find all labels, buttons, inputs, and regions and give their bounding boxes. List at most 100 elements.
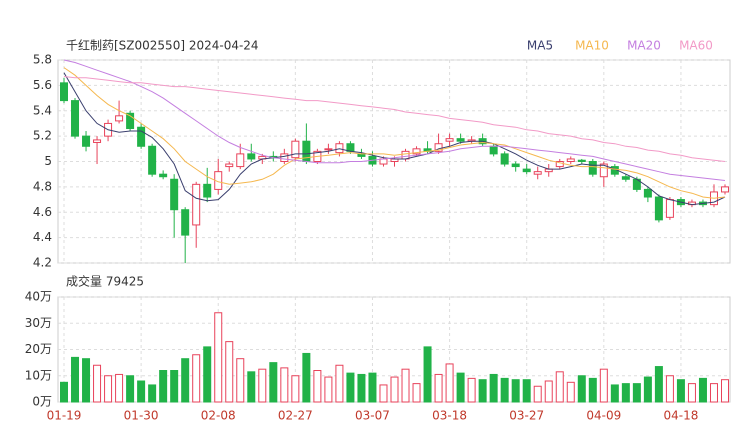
candle-body [71, 100, 80, 137]
candle-body [489, 145, 498, 155]
volume-bar [324, 376, 333, 403]
volume-tick-label: 30万 [25, 316, 52, 330]
volume-bar [478, 379, 487, 403]
volume-bar [269, 362, 278, 403]
x-tick-label: 02-27 [278, 409, 313, 423]
candle-body [335, 143, 344, 154]
candle-body [533, 171, 542, 175]
volume-bar [721, 379, 729, 403]
y-tick-label: 4.2 [33, 256, 52, 270]
y-tick-label: 4.8 [33, 179, 52, 193]
volume-bar [368, 372, 377, 403]
ma-line [63, 67, 726, 199]
volume-bar [687, 383, 696, 403]
candle-body [203, 183, 212, 198]
volume-bar [588, 377, 597, 403]
volume-label: 成交量 79425 [66, 274, 144, 289]
legend-label: MA60 [679, 39, 713, 53]
candle-body [181, 209, 190, 236]
volume-bar [643, 376, 652, 403]
volume-bar [654, 366, 663, 403]
candle-body [500, 153, 509, 165]
volume-bar [291, 375, 300, 403]
candle-body [599, 163, 608, 178]
candle-body [721, 186, 729, 193]
volume-bar [346, 372, 355, 403]
x-tick-label: 04-09 [586, 409, 621, 423]
candle-body [60, 82, 68, 102]
candle-body [148, 145, 157, 175]
volume-bar [214, 312, 223, 403]
candle-body [643, 188, 652, 198]
volume-bar [225, 341, 234, 403]
candle-body [137, 126, 146, 147]
x-tick-label: 01-30 [124, 409, 159, 423]
volume-bar [445, 363, 454, 403]
volume-bar [126, 375, 135, 403]
volume-bar [357, 373, 366, 403]
volume-bar [599, 368, 608, 403]
volume-bar [577, 375, 586, 403]
y-tick-label: 5 [44, 154, 52, 168]
volume-bar [500, 377, 509, 403]
candle-body [577, 159, 586, 162]
volume-bar [280, 367, 289, 403]
candle-body [566, 158, 575, 162]
volume-bar [93, 364, 102, 403]
volume-bar [610, 384, 619, 403]
volume-bar [258, 368, 267, 403]
volume-tick-label: 20万 [25, 342, 52, 356]
candle-body [412, 148, 421, 155]
candle-body [170, 178, 179, 211]
candle-body [346, 143, 355, 152]
volume-bar [632, 383, 641, 403]
y-tick-label: 5.2 [33, 129, 52, 143]
volume-bar [434, 373, 443, 403]
volume-bar [137, 380, 146, 403]
volume-bar [192, 354, 201, 403]
candle-body [654, 196, 663, 221]
candle-body [93, 139, 102, 143]
volume-bar [709, 383, 718, 403]
volume-bar [335, 364, 344, 403]
volume-bar [544, 380, 553, 403]
ma-line [63, 59, 726, 181]
candle-body [280, 153, 289, 162]
volume-bar [698, 377, 707, 403]
candle-body [236, 153, 245, 168]
candle-body [126, 112, 135, 130]
candle-body [225, 163, 234, 168]
volume-bar [423, 346, 432, 403]
volume-bar [148, 384, 157, 403]
y-tick-label: 4.6 [33, 205, 52, 219]
volume-bar [203, 346, 212, 403]
y-tick-label: 5.6 [33, 78, 52, 92]
volume-bar [401, 368, 410, 403]
volume-bar [676, 379, 685, 403]
y-tick-label: 4.4 [33, 230, 52, 244]
x-tick-label: 01-19 [47, 409, 82, 423]
candle-body [324, 148, 333, 151]
volume-tick-label: 40万 [25, 290, 52, 304]
volume-bar [170, 370, 179, 403]
candle-body [82, 135, 91, 147]
volume-bar [247, 371, 256, 403]
candle-body [621, 176, 630, 180]
candle-body [192, 183, 201, 226]
volume-bar [456, 372, 465, 403]
volume-bar [181, 358, 190, 403]
candle-body [522, 168, 531, 173]
candle-body [159, 173, 168, 178]
volume-bar [566, 381, 575, 403]
y-tick-label: 5.8 [33, 53, 52, 67]
volume-bar [236, 358, 245, 403]
x-tick-label: 02-08 [201, 409, 236, 423]
volume-bar [60, 381, 68, 403]
candle-body [588, 161, 597, 175]
ma-line [63, 76, 726, 162]
volume-bar [71, 356, 80, 403]
candle-body [456, 138, 465, 142]
x-tick-label: 03-07 [355, 409, 390, 423]
candle-body [291, 140, 300, 159]
legend-label: MA10 [575, 39, 609, 53]
